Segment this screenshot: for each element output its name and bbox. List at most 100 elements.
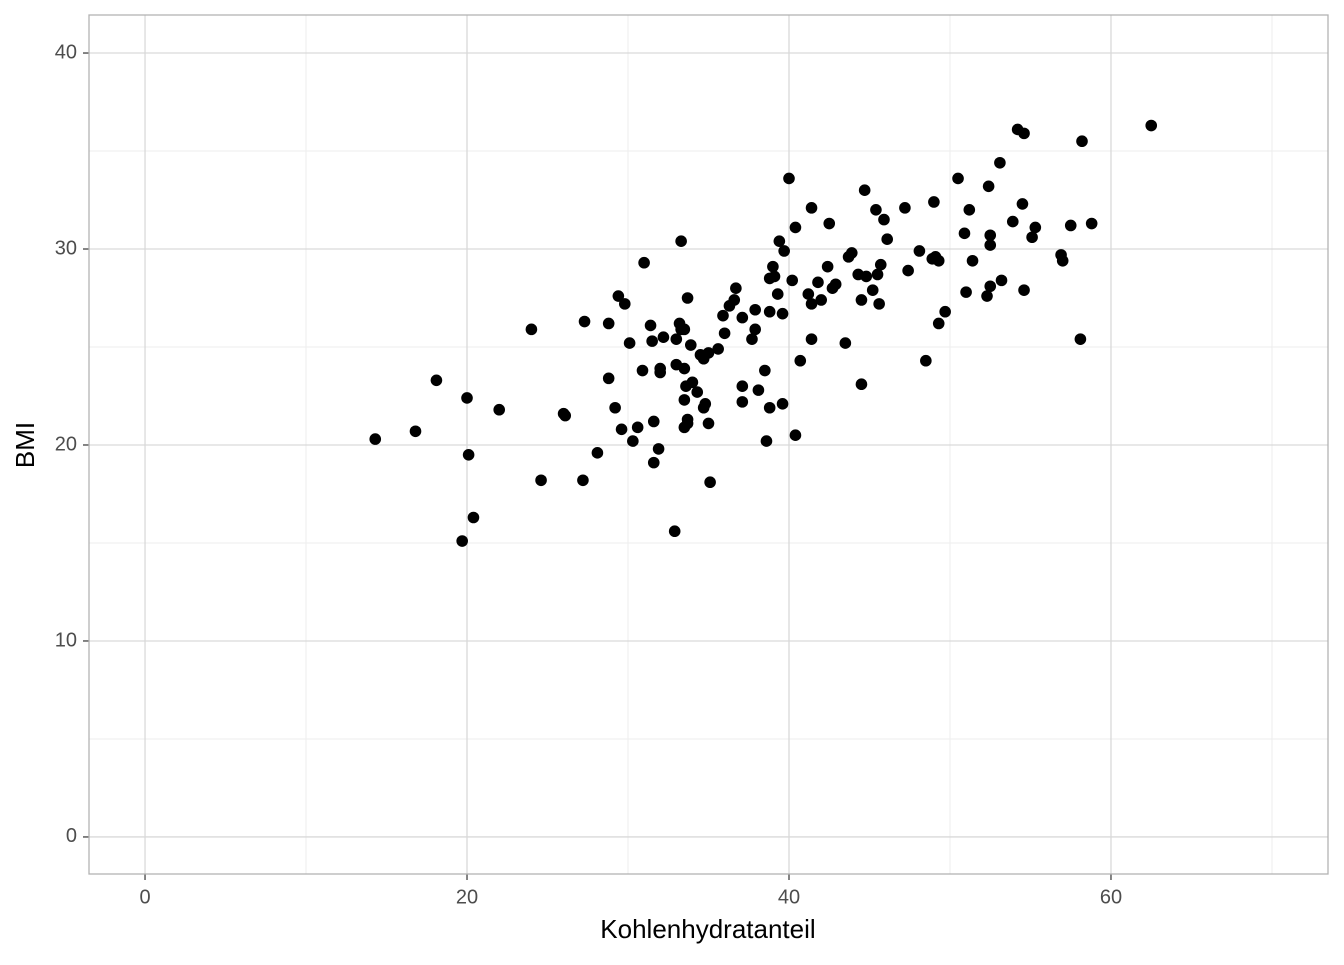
point — [670, 333, 683, 345]
point — [684, 339, 697, 351]
point — [786, 274, 799, 287]
x-tick-label: 0 — [139, 886, 150, 908]
point — [1026, 231, 1038, 244]
point — [860, 270, 873, 283]
point — [535, 474, 547, 487]
point — [771, 288, 784, 300]
point — [982, 180, 995, 193]
point — [866, 284, 879, 296]
point — [994, 156, 1006, 169]
point — [654, 366, 667, 379]
point — [631, 421, 644, 434]
point — [409, 425, 422, 438]
point — [805, 298, 818, 310]
point — [623, 337, 636, 349]
x-tick-label: 60 — [1100, 886, 1122, 908]
point — [652, 443, 665, 455]
point — [749, 323, 761, 336]
point — [778, 245, 790, 257]
point — [1018, 284, 1030, 296]
point — [430, 374, 443, 387]
point — [966, 254, 979, 267]
point — [609, 401, 621, 414]
point — [702, 347, 715, 359]
point — [577, 474, 589, 487]
panel-border — [88, 14, 1329, 875]
point — [691, 386, 704, 398]
point — [681, 413, 694, 426]
point — [730, 282, 742, 295]
point — [647, 456, 660, 469]
point — [958, 227, 971, 240]
point — [467, 511, 480, 524]
point — [763, 305, 776, 318]
point — [456, 535, 468, 547]
point — [699, 398, 712, 410]
point — [591, 447, 604, 459]
point — [559, 409, 572, 422]
point — [789, 221, 802, 234]
point — [657, 331, 670, 343]
point — [984, 229, 997, 242]
point — [776, 398, 789, 410]
x-axis-title: Kohlenhydratanteil — [600, 914, 815, 944]
point — [932, 254, 945, 267]
point — [686, 376, 699, 389]
point — [870, 204, 882, 216]
x-tick-label: 20 — [456, 886, 478, 908]
point — [1064, 219, 1077, 232]
point — [618, 298, 631, 310]
point — [812, 276, 824, 289]
point — [815, 294, 827, 306]
point — [928, 196, 940, 208]
point — [759, 364, 771, 377]
point — [712, 343, 724, 355]
point — [773, 235, 786, 247]
point — [963, 204, 976, 216]
y-axis-title: BMI — [10, 422, 40, 468]
point — [899, 202, 911, 214]
point — [1074, 333, 1087, 345]
point — [1085, 217, 1098, 230]
point — [873, 298, 885, 310]
point — [578, 315, 591, 328]
point — [525, 323, 538, 336]
point — [789, 429, 802, 441]
point — [678, 323, 691, 336]
point — [767, 260, 779, 273]
point — [1056, 254, 1069, 267]
point — [760, 435, 773, 447]
point — [1006, 215, 1019, 228]
point — [783, 172, 795, 185]
point — [805, 333, 818, 345]
point — [638, 256, 650, 269]
point — [902, 264, 914, 277]
point — [939, 305, 951, 318]
point — [1016, 198, 1029, 210]
point — [678, 394, 691, 406]
y-tick-label: 10 — [55, 629, 77, 651]
point — [802, 288, 815, 300]
point — [855, 294, 868, 306]
point — [845, 247, 858, 259]
point — [369, 433, 382, 445]
point — [647, 415, 660, 428]
point — [461, 392, 473, 404]
point — [768, 270, 781, 283]
x-tick-label: 40 — [778, 886, 800, 908]
point — [462, 448, 475, 461]
point — [874, 258, 887, 271]
point — [995, 274, 1008, 287]
y-tick-label: 20 — [55, 433, 77, 455]
point — [675, 235, 687, 247]
point — [602, 317, 615, 330]
point — [736, 380, 749, 392]
point — [805, 202, 818, 214]
point — [736, 311, 749, 324]
point — [746, 333, 758, 345]
point — [776, 307, 789, 320]
point — [932, 317, 945, 330]
point — [704, 476, 716, 489]
point — [717, 309, 729, 322]
